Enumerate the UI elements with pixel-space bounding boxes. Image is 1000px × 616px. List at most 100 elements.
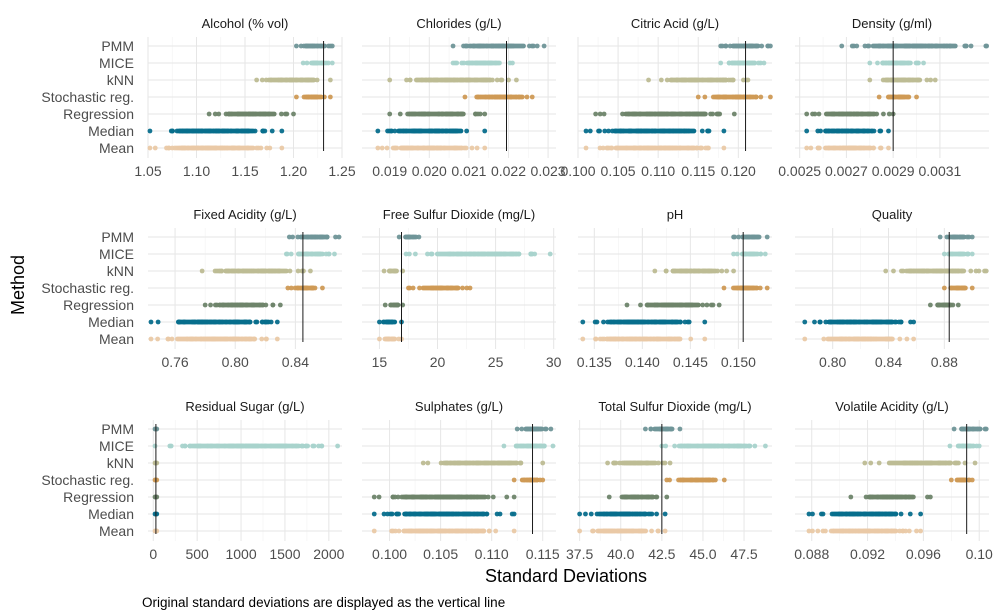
point-band-regression (823, 111, 876, 117)
point-band-mice (295, 251, 325, 257)
point-mice (288, 251, 294, 257)
point-regression (601, 111, 607, 117)
x-tick-label: 0.135 (577, 354, 612, 370)
point-mean (918, 528, 924, 534)
points (377, 234, 553, 342)
point-mice (867, 60, 873, 66)
point-band-regression (225, 111, 277, 117)
points (375, 43, 547, 151)
point-pmm (849, 43, 855, 49)
point-mean (375, 145, 381, 151)
point-regression (716, 302, 722, 308)
x-tick-label: 0.105 (601, 163, 636, 179)
point-mean (148, 336, 154, 342)
point-regression (490, 494, 496, 500)
point-pmm (541, 43, 547, 49)
point-stochastic-reg (294, 94, 299, 100)
point-mice (969, 251, 975, 257)
point-band-pmm (870, 43, 958, 49)
point-mice (412, 251, 418, 257)
point-pmm (720, 43, 725, 49)
x-tick-label: 0.115 (681, 163, 715, 179)
point-knn (719, 268, 725, 274)
point-stochastic-reg (768, 94, 773, 100)
point-knn (254, 77, 260, 83)
x-tick-label: 1000 (225, 546, 256, 562)
point-mean (608, 145, 614, 151)
point-mice (941, 251, 947, 257)
point-band-stochastic-reg (712, 94, 756, 100)
point-pmm (723, 43, 729, 49)
point-band-stochastic-reg (886, 94, 910, 100)
point-regression (291, 111, 296, 117)
x-tick-label: 0 (149, 546, 157, 562)
point-mice (550, 443, 556, 449)
point-band-pmm (299, 234, 330, 240)
point-knn (976, 268, 982, 274)
point-median (583, 128, 589, 134)
point-knn (730, 77, 736, 83)
point-pmm (937, 234, 943, 240)
point-stochastic-reg (417, 285, 422, 291)
point-median (812, 319, 817, 325)
method-label-mean: Mean (99, 331, 134, 347)
point-knn (295, 268, 301, 274)
facet-title: Density (g/ml) (852, 16, 932, 31)
x-tick-label: 1.10 (183, 163, 210, 179)
point-knn (327, 77, 333, 83)
point-median (602, 128, 608, 134)
point-mice (299, 443, 305, 449)
gridlines (148, 420, 342, 541)
point-band-knn (387, 268, 399, 274)
point-knn (954, 460, 960, 466)
facet-title: Fixed Acidity (g/L) (193, 207, 296, 222)
point-mean (154, 528, 160, 534)
point-band-mean (176, 145, 256, 151)
point-knn (308, 268, 313, 274)
point-mice (510, 60, 515, 66)
point-median (392, 128, 398, 134)
point-stochastic-reg (876, 94, 882, 100)
x-tick-label: 500 (185, 546, 209, 562)
method-label-regression: Regression (63, 297, 134, 313)
point-mice (761, 60, 767, 66)
point-median (268, 319, 274, 325)
point-knn (876, 460, 882, 466)
point-mean (259, 336, 265, 342)
method-label-pmm: PMM (101, 421, 134, 437)
point-regression (277, 302, 283, 308)
point-median (464, 128, 470, 134)
x-tick-label: 1.05 (134, 163, 161, 179)
point-band-knn (223, 268, 289, 274)
point-knn (868, 460, 874, 466)
point-band-pmm (740, 234, 761, 240)
point-band-mice (434, 251, 522, 257)
point-median (702, 319, 708, 325)
point-regression (638, 302, 643, 308)
point-mice (406, 251, 412, 257)
point-mean (688, 336, 694, 342)
point-pmm (396, 234, 402, 240)
point-knn (898, 268, 904, 274)
method-label-knn: kNN (107, 72, 134, 88)
point-band-median (383, 319, 398, 325)
point-knn (891, 268, 896, 274)
method-label-stochastic-reg: Stochastic reg. (41, 472, 134, 488)
point-mean (815, 528, 821, 534)
point-band-mice (739, 251, 759, 257)
point-band-median (402, 511, 487, 517)
point-regression (284, 111, 290, 117)
point-regression (214, 302, 220, 308)
point-regression (927, 494, 933, 500)
point-band-knn (415, 77, 492, 83)
point-pmm (862, 43, 868, 49)
point-knn (407, 77, 413, 83)
point-median (815, 128, 821, 134)
point-regression (816, 111, 822, 117)
point-band-stochastic-reg (678, 477, 713, 483)
point-stochastic-reg (467, 285, 473, 291)
point-knn (928, 77, 934, 83)
point-regression (397, 111, 403, 117)
point-knn (932, 77, 938, 83)
